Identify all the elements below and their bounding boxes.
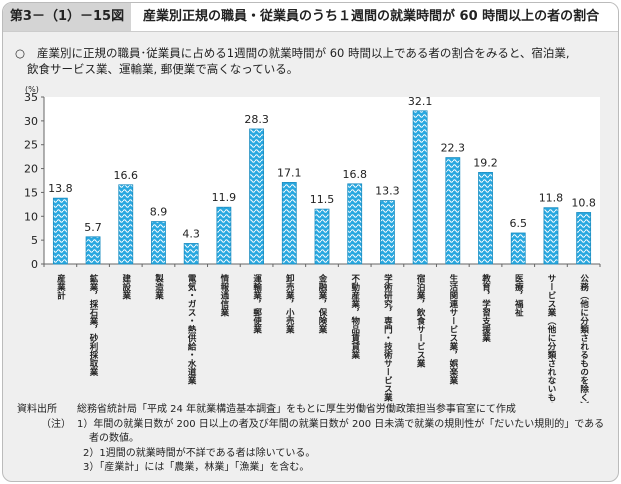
bar bbox=[85, 236, 101, 265]
x-tick-label: 教育，学習支援業 bbox=[481, 273, 492, 343]
y-tick-label: 10 bbox=[24, 210, 38, 223]
bar bbox=[118, 184, 134, 265]
data-label: 11.5 bbox=[310, 193, 335, 206]
x-tick-label: サービス業（他に分類されないもの） bbox=[546, 274, 557, 403]
data-label: 16.8 bbox=[342, 168, 367, 181]
note-3: 3）「産業計」には「農業，林業」「漁業」を含む。 bbox=[83, 462, 310, 473]
bar bbox=[510, 232, 526, 265]
note-label: （注） bbox=[41, 418, 71, 430]
bar-chart: (%) 0 5 10 15 20 25 30 35 13.8 産業計 5.7 鉱業，採石業，砂利採取業 1… bbox=[24, 85, 601, 403]
bar bbox=[412, 110, 428, 265]
y-tick-label: 20 bbox=[24, 163, 38, 176]
x-tick-label: 情報通信業 bbox=[219, 273, 230, 317]
circle-bullet: ○ bbox=[15, 46, 26, 60]
y-tick-label: 15 bbox=[24, 186, 38, 199]
source-label: 資料出所 bbox=[17, 404, 57, 415]
x-tick-label: 医療，福祉 bbox=[513, 274, 524, 317]
figure-title: 産業別正規の職員・従業員のうち１週間の就業時間が 60 時間以上の者の割合 bbox=[143, 9, 600, 24]
y-tick-label: 25 bbox=[24, 139, 38, 152]
data-label: 11.9 bbox=[212, 191, 237, 204]
bar bbox=[445, 157, 461, 265]
y-tick-label: 35 bbox=[24, 91, 38, 104]
data-label: 28.3 bbox=[244, 113, 269, 126]
y-tick-label: 30 bbox=[24, 115, 38, 128]
bar bbox=[478, 171, 493, 265]
x-tick-label: 不動産業，物品賃貸業 bbox=[350, 274, 361, 360]
x-tick-label: 建設業 bbox=[121, 273, 132, 300]
y-tick-label: 0 bbox=[31, 258, 38, 271]
data-label: 8.9 bbox=[150, 206, 168, 219]
x-tick-label: 電気・ガス・熱供給・水道業 bbox=[186, 274, 197, 385]
x-tick-label: 宿泊業，飲食サービス業 bbox=[415, 273, 426, 368]
summary-line-1: 産業別に正規の職員･従業員に占める1週間の就業時間が 60 時間以上である者の割… bbox=[37, 46, 570, 60]
note-1: 1）年間の就業日数が 200 日以上の者及び年間の就業日数が 200 日未満で就… bbox=[77, 418, 605, 430]
x-tick-label: 鉱業，採石業，砂利採取業 bbox=[88, 273, 99, 377]
data-label: 6.5 bbox=[509, 217, 527, 230]
bar bbox=[347, 183, 363, 265]
data-label: 13.3 bbox=[375, 185, 400, 198]
bar bbox=[576, 212, 592, 265]
x-tick-label: 産業計 bbox=[55, 273, 66, 300]
x-tick-label: 公務（他に分類されるものを除く） bbox=[579, 274, 590, 403]
x-tick-label: 製造業 bbox=[153, 273, 164, 300]
data-label: 16.6 bbox=[114, 169, 139, 182]
note-1-cont: 者の数値。 bbox=[89, 433, 139, 444]
y-tick-label: 5 bbox=[31, 234, 38, 247]
bar bbox=[183, 243, 199, 265]
notes: 資料出所 総務省統計局「平成 24 年就業構造基本調査」をもとに厚生労働省労働政策… bbox=[17, 403, 604, 476]
x-tick-label: 学術研究，専門・技術サービス業 bbox=[382, 273, 393, 402]
figure-number: 第3－（1）－15図 bbox=[3, 3, 131, 31]
data-label: 10.8 bbox=[571, 196, 596, 209]
x-tick-label: 卸売業，小売業 bbox=[284, 273, 295, 334]
note-2: 2）1週間の就業時間が不詳である者は除いている。 bbox=[83, 447, 316, 459]
title-bar: 第3－（1）－15図 産業別正規の職員・従業員のうち１週間の就業時間が 60 時… bbox=[3, 3, 618, 32]
data-label: 19.2 bbox=[473, 156, 498, 169]
data-label: 17.1 bbox=[277, 166, 302, 179]
bar bbox=[151, 221, 166, 265]
bar bbox=[314, 208, 330, 265]
x-tick-label: 生活関連サービス業，娯楽業 bbox=[448, 273, 459, 385]
data-label: 22.3 bbox=[441, 142, 466, 155]
bar bbox=[249, 128, 264, 265]
bar bbox=[216, 206, 232, 265]
x-tick-label: 運輸業，郵便業 bbox=[252, 273, 263, 334]
bar bbox=[52, 197, 68, 265]
x-tick-label: 金融業，保険業 bbox=[317, 273, 328, 334]
source-text: 総務省統計局「平成 24 年就業構造基本調査」をもとに厚生労働省労働政策担当参事… bbox=[77, 404, 516, 415]
bar bbox=[281, 182, 297, 265]
data-label: 4.3 bbox=[182, 227, 200, 240]
data-label: 32.1 bbox=[408, 95, 433, 108]
data-label: 13.8 bbox=[48, 182, 73, 195]
data-label: 5.7 bbox=[84, 221, 102, 234]
bar bbox=[543, 207, 559, 265]
bar bbox=[380, 200, 395, 265]
data-label: 11.8 bbox=[539, 192, 564, 205]
summary-line-2: 飲食サービス業、運輸業, 郵便業で高くなっている。 bbox=[27, 62, 299, 76]
summary: ○ 産業別に正規の職員･従業員に占める1週間の就業時間が 60 時間以上である者の… bbox=[15, 45, 610, 77]
y-axis-unit: (%) bbox=[25, 85, 39, 94]
